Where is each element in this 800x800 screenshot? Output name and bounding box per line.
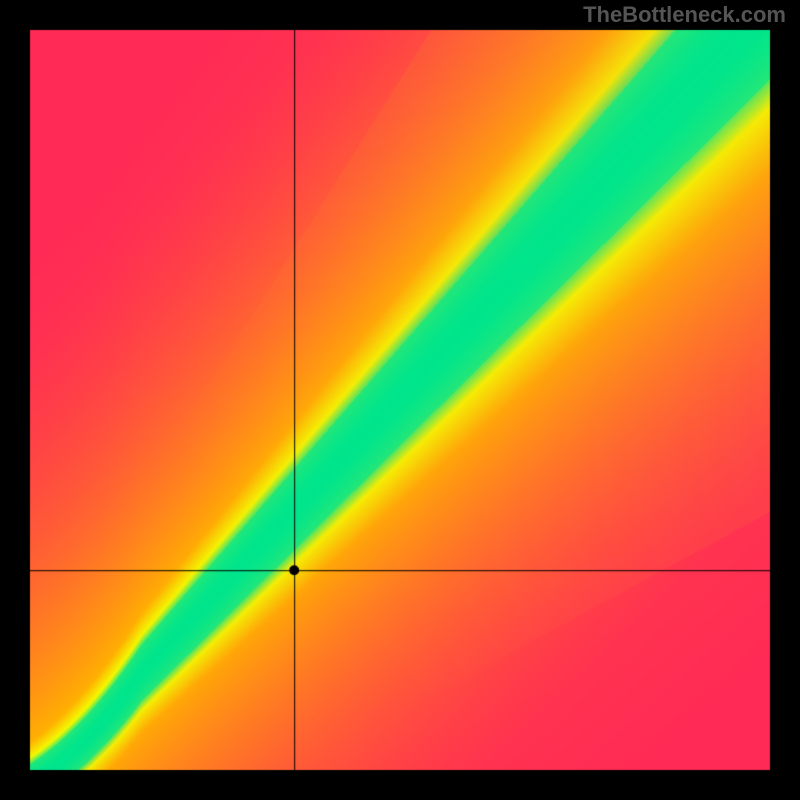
heatmap-canvas (0, 0, 800, 800)
chart-container: TheBottleneck.com (0, 0, 800, 800)
watermark-text: TheBottleneck.com (583, 2, 786, 28)
